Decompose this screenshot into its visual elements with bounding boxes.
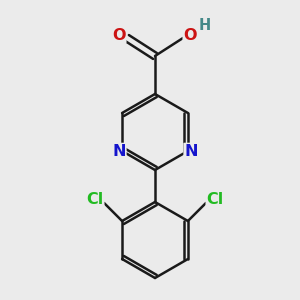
Text: Cl: Cl [206,191,224,206]
Text: H: H [199,19,211,34]
Text: N: N [112,143,126,158]
Text: O: O [183,28,197,44]
Text: N: N [184,143,198,158]
Text: O: O [112,28,126,43]
Text: Cl: Cl [86,191,104,206]
